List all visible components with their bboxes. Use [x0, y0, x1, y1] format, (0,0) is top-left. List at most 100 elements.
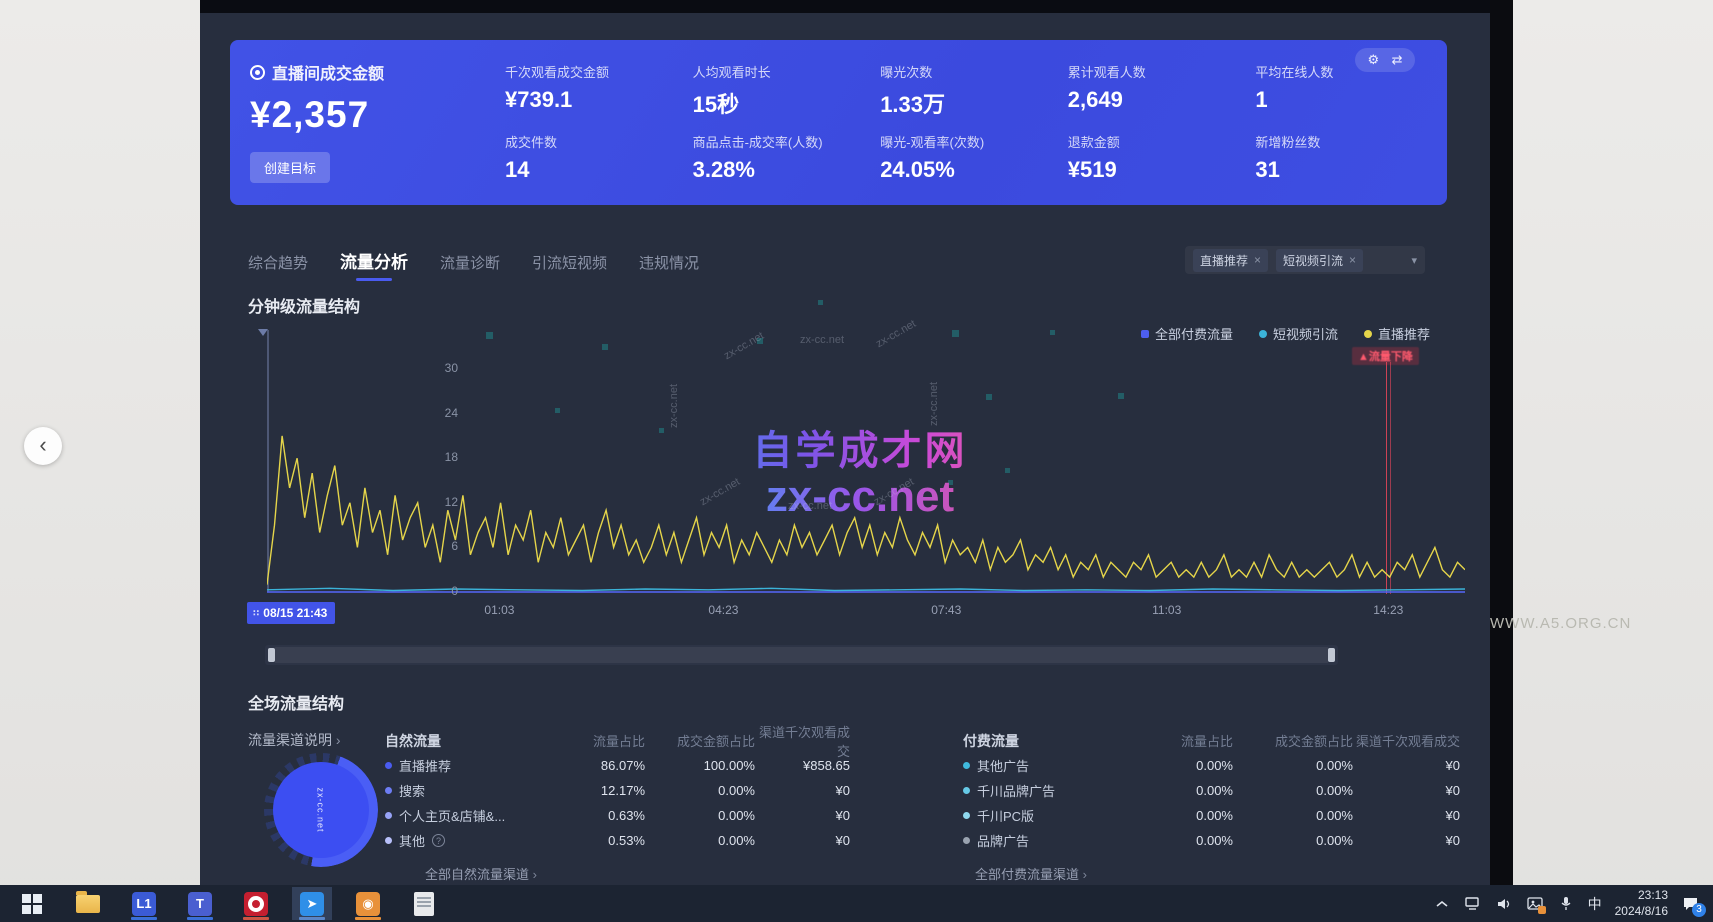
taskbar-app-start[interactable] [12, 887, 52, 920]
primary-metric-title: 直播间成交金额 [272, 66, 385, 83]
x-tick-label: 11:03 [1152, 603, 1182, 617]
taskbar-app-explorer[interactable] [68, 887, 108, 920]
artifact-dot [1118, 393, 1124, 399]
zoom-handle-right[interactable] [1328, 648, 1335, 662]
taskbar-apps: L1 T ➤ ◉ [12, 887, 444, 920]
series-短视频引流 [267, 587, 1465, 592]
zoom-handle-left[interactable] [268, 648, 275, 662]
help-icon[interactable]: ? [432, 834, 446, 847]
metric-label: 累计观看人数 [1067, 65, 1146, 80]
metric-label: 成交件数 [505, 135, 558, 150]
metric-cell: 退款金额 ¥519 [1068, 124, 1248, 194]
taskbar-app-teams[interactable]: T [180, 887, 220, 920]
x-tick-label: 08/15 21:43 [263, 606, 328, 620]
channel-label: 其他广告 [977, 759, 1030, 774]
taskbar-app-camera-app[interactable]: ◉ [348, 887, 388, 920]
channel-bullet [963, 812, 970, 819]
channel-bullet [385, 762, 392, 769]
artifact-dot [818, 300, 823, 305]
metric-value: 24.05% [880, 157, 955, 182]
gear-icon[interactable]: ⚙ [1367, 52, 1380, 67]
x-tick-start-time[interactable]: ∷ 08/15 21:43 [247, 602, 336, 624]
tab-流量分析[interactable]: 流量分析 [340, 248, 408, 281]
metrics-panel: ⚙ ⇄ 直播间成交金额 ¥2,357 创建目标 千次观看成交金额 ¥739.1 人均… [230, 40, 1447, 205]
channel-label: 千川品牌广告 [977, 784, 1056, 799]
legend-item-短视频引流[interactable]: 短视频引流 [1258, 324, 1338, 343]
metric-value: ¥739.1 [505, 87, 573, 112]
column-header: 成交金额占比 [1274, 734, 1353, 749]
tray-expand-icon[interactable] [1433, 895, 1451, 913]
swap-icon[interactable]: ⇄ [1391, 52, 1403, 67]
tab-违规情况[interactable]: 违规情况 [639, 255, 700, 272]
channel-row-name: 其他广告 [963, 756, 1138, 775]
metric-label: 退款金额 [1067, 135, 1120, 150]
tab-流量诊断[interactable]: 流量诊断 [440, 255, 501, 272]
natural-traffic-table: 自然流量 流量占比 成交金额占比 渠道千次观看成交 直播推荐 86.07% 100.00% ¥… [385, 725, 850, 853]
x-tick-label: 07:43 [931, 603, 962, 617]
column-header: 流量占比 [592, 734, 645, 749]
tab-引流短视频[interactable]: 引流短视频 [532, 255, 608, 272]
taskbar-app-pointer[interactable]: ➤ [292, 887, 332, 920]
chevron-down-icon[interactable]: ▾ [1411, 254, 1417, 267]
channel-value: 0.00% [1196, 808, 1233, 823]
artifact-dot [952, 330, 959, 337]
taskbar-app-app-l1[interactable]: L1 [124, 887, 164, 920]
channel-value: 0.00% [1316, 833, 1353, 848]
channel-value: 0.00% [1196, 758, 1233, 773]
y-tick-label: 24 [444, 405, 458, 420]
minute-traffic-chart[interactable] [267, 326, 1465, 593]
chart-legend: 全部付费流量 短视频引流 直播推荐 [1140, 324, 1430, 343]
ime-indicator[interactable]: 中 [1587, 895, 1602, 912]
screenshot-tool-icon[interactable] [1526, 895, 1546, 914]
back-button[interactable]: ‹ [24, 427, 62, 465]
primary-metric: 直播间成交金额 ¥2,357 创建目标 [250, 60, 500, 183]
create-goal-button[interactable]: 创建目标 [250, 152, 331, 183]
legend-label: 全部付费流量 [1154, 327, 1233, 342]
donut-watermark: zx-cc.net [315, 787, 326, 833]
metric-cell: 曝光-观看率(次数) 24.05% [880, 124, 1060, 194]
channel-explain-link[interactable]: 流量渠道说明 › [248, 730, 341, 750]
live-analytics-window: ⚙ ⇄ 直播间成交金额 ¥2,357 创建目标 千次观看成交金额 ¥739.1 人均… [200, 0, 1490, 885]
zoom-range-fill [275, 647, 1328, 663]
system-tray: 中 23:13 2024/8/16 3 [1433, 888, 1713, 919]
channel-row-name: 品牌广告 [963, 831, 1138, 850]
metric-value: 31 [1255, 157, 1280, 182]
primary-metric-value: ¥2,357 [250, 94, 370, 135]
channel-row-name: 直播推荐 [385, 756, 553, 775]
channel-value: 0.00% [718, 833, 755, 848]
drag-grip-icon: ∷ [253, 607, 259, 618]
channel-filter-select[interactable]: 直播推荐 × 短视频引流 × ▾ [1185, 246, 1425, 274]
windows-taskbar: L1 T ➤ ◉ 中 23:13 2024/8/16 [0, 885, 1713, 922]
metric-cell: 曝光次数 1.33万 [880, 54, 1060, 124]
notification-count-badge: 3 [1692, 902, 1706, 917]
close-icon[interactable]: × [1254, 253, 1262, 267]
network-icon[interactable] [1464, 895, 1482, 913]
channel-row-name: 个人主页&店铺&... [385, 806, 553, 825]
tab-综合趋势[interactable]: 综合趋势 [248, 255, 309, 272]
close-icon[interactable]: × [1349, 253, 1357, 267]
chart-zoom-scrollbar[interactable] [265, 645, 1338, 665]
legend-item-全部付费流量[interactable]: 全部付费流量 [1140, 324, 1233, 343]
analysis-tabs: 综合趋势 流量分析 流量诊断 引流短视频 违规情况 [248, 248, 699, 281]
legend-item-直播推荐[interactable]: 直播推荐 [1363, 324, 1430, 343]
filter-chip[interactable]: 短视频引流 × [1276, 248, 1364, 272]
all-natural-channels-label: 全部自然流量渠道 [425, 867, 530, 882]
taskbar-clock[interactable]: 23:13 2024/8/16 [1615, 888, 1668, 919]
notification-center-icon[interactable]: 3 [1681, 895, 1706, 917]
channel-value: 0.00% [718, 808, 755, 823]
volume-icon[interactable] [1495, 895, 1513, 913]
taskbar-app-notepad[interactable] [404, 887, 444, 920]
all-paid-channels-link[interactable]: 全部付费流量渠道 › [975, 864, 1087, 883]
taskbar-app-opera[interactable] [236, 887, 276, 920]
channel-bullet [963, 787, 970, 794]
panel-tools: ⚙ ⇄ [1355, 48, 1415, 72]
filter-chip[interactable]: 直播推荐 × [1193, 248, 1269, 272]
metric-value: 1.33万 [880, 92, 946, 117]
running-indicator [355, 917, 381, 920]
channel-row-name: 其他? [385, 831, 553, 850]
chevron-right-icon: › [532, 867, 537, 882]
all-natural-channels-link[interactable]: 全部自然流量渠道 › [425, 864, 537, 883]
metric-value: 14 [505, 157, 530, 182]
microphone-icon[interactable] [1557, 895, 1575, 913]
tool-status-dot [1537, 905, 1546, 914]
